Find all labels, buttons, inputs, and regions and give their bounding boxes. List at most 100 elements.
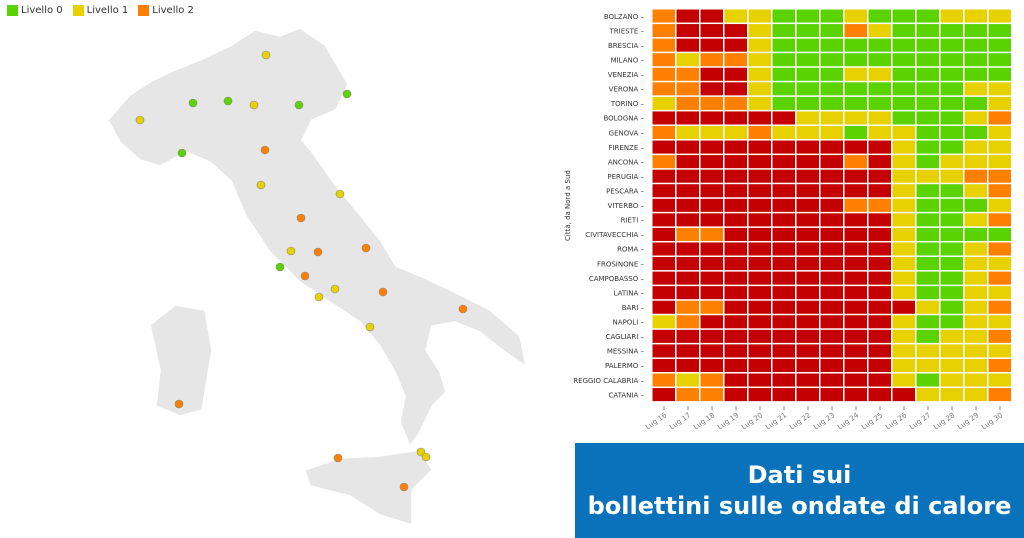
heatmap-cell[interactable] [676, 53, 700, 67]
heatmap-cell[interactable] [868, 169, 892, 183]
heatmap-cell[interactable] [964, 242, 988, 256]
heatmap-cell[interactable] [676, 82, 700, 96]
heatmap-cell[interactable] [916, 271, 940, 285]
heatmap-cell[interactable] [916, 38, 940, 52]
heatmap-cell[interactable] [748, 329, 772, 343]
heatmap-cell[interactable] [724, 373, 748, 387]
heatmap-cell[interactable] [772, 242, 796, 256]
heatmap-cell[interactable] [964, 213, 988, 227]
heatmap-cell[interactable] [700, 329, 724, 343]
heatmap-cell[interactable] [940, 198, 964, 212]
heatmap-cell[interactable] [748, 227, 772, 241]
heatmap-cell[interactable] [940, 373, 964, 387]
heatmap-cell[interactable] [964, 82, 988, 96]
heatmap-cell[interactable] [892, 242, 916, 256]
heatmap-cell[interactable] [964, 227, 988, 241]
heatmap-cell[interactable] [700, 24, 724, 38]
heatmap-cell[interactable] [868, 155, 892, 169]
heatmap-cell[interactable] [820, 329, 844, 343]
heatmap-cell[interactable] [748, 24, 772, 38]
heatmap-cell[interactable] [748, 300, 772, 314]
heatmap-cell[interactable] [820, 373, 844, 387]
heatmap-cell[interactable] [676, 213, 700, 227]
heatmap-cell[interactable] [988, 53, 1012, 67]
heatmap-cell[interactable] [700, 169, 724, 183]
heatmap-cell[interactable] [748, 315, 772, 329]
heatmap-cell[interactable] [892, 67, 916, 81]
heatmap-cell[interactable] [652, 82, 676, 96]
heatmap-cell[interactable] [916, 373, 940, 387]
heatmap-cell[interactable] [676, 67, 700, 81]
heatmap-cell[interactable] [916, 242, 940, 256]
heatmap-cell[interactable] [772, 271, 796, 285]
heatmap-cell[interactable] [844, 82, 868, 96]
heatmap-cell[interactable] [964, 169, 988, 183]
heatmap-cell[interactable] [940, 300, 964, 314]
heatmap-cell[interactable] [724, 242, 748, 256]
heatmap-cell[interactable] [796, 227, 820, 241]
heatmap-cell[interactable] [676, 373, 700, 387]
heatmap-cell[interactable] [916, 227, 940, 241]
heatmap-cell[interactable] [844, 358, 868, 372]
heatmap-cell[interactable] [700, 96, 724, 110]
heatmap-cell[interactable] [796, 300, 820, 314]
heatmap-cell[interactable] [796, 344, 820, 358]
heatmap-cell[interactable] [844, 169, 868, 183]
heatmap-cell[interactable] [700, 67, 724, 81]
heatmap-cell[interactable] [724, 67, 748, 81]
heatmap-cell[interactable] [748, 9, 772, 23]
city-marker[interactable] [330, 284, 340, 294]
heatmap-cell[interactable] [940, 184, 964, 198]
heatmap-cell[interactable] [676, 286, 700, 300]
heatmap-cell[interactable] [772, 315, 796, 329]
heatmap-cell[interactable] [844, 315, 868, 329]
heatmap-cell[interactable] [748, 344, 772, 358]
heatmap-cell[interactable] [796, 213, 820, 227]
heatmap-cell[interactable] [844, 271, 868, 285]
heatmap-cell[interactable] [652, 140, 676, 154]
heatmap-cell[interactable] [724, 125, 748, 140]
heatmap-cell[interactable] [724, 271, 748, 285]
heatmap-cell[interactable] [700, 315, 724, 329]
heatmap-cell[interactable] [916, 315, 940, 329]
heatmap-cell[interactable] [820, 227, 844, 241]
heatmap-cell[interactable] [748, 125, 772, 140]
heatmap-cell[interactable] [724, 300, 748, 314]
city-marker[interactable] [286, 246, 296, 256]
heatmap-cell[interactable] [868, 213, 892, 227]
heatmap-cell[interactable] [796, 257, 820, 271]
heatmap-cell[interactable] [820, 242, 844, 256]
heatmap-cell[interactable] [964, 184, 988, 198]
heatmap-cell[interactable] [748, 257, 772, 271]
heatmap-cell[interactable] [796, 9, 820, 23]
heatmap-cell[interactable] [820, 300, 844, 314]
heatmap-cell[interactable] [748, 53, 772, 67]
heatmap-cell[interactable] [748, 155, 772, 169]
heatmap-cell[interactable] [964, 198, 988, 212]
heatmap-cell[interactable] [964, 155, 988, 169]
heatmap-cell[interactable] [652, 242, 676, 256]
heatmap-cell[interactable] [724, 38, 748, 52]
heatmap-cell[interactable] [700, 38, 724, 52]
heatmap-cell[interactable] [700, 53, 724, 67]
heatmap-cell[interactable] [916, 125, 940, 140]
heatmap-cell[interactable] [844, 257, 868, 271]
heatmap-cell[interactable] [652, 169, 676, 183]
heatmap-cell[interactable] [868, 9, 892, 23]
heatmap-cell[interactable] [964, 67, 988, 81]
heatmap-cell[interactable] [772, 38, 796, 52]
heatmap-cell[interactable] [892, 213, 916, 227]
heatmap-cell[interactable] [892, 155, 916, 169]
heatmap-cell[interactable] [772, 329, 796, 343]
heatmap-cell[interactable] [964, 111, 988, 125]
heatmap-cell[interactable] [724, 198, 748, 212]
heatmap-cell[interactable] [748, 96, 772, 110]
heatmap-cell[interactable] [844, 227, 868, 241]
heatmap-cell[interactable] [820, 344, 844, 358]
heatmap-cell[interactable] [796, 198, 820, 212]
heatmap-cell[interactable] [964, 140, 988, 154]
heatmap-cell[interactable] [700, 227, 724, 241]
heatmap-cell[interactable] [988, 300, 1012, 314]
city-marker[interactable] [223, 96, 233, 106]
heatmap-cell[interactable] [652, 67, 676, 81]
